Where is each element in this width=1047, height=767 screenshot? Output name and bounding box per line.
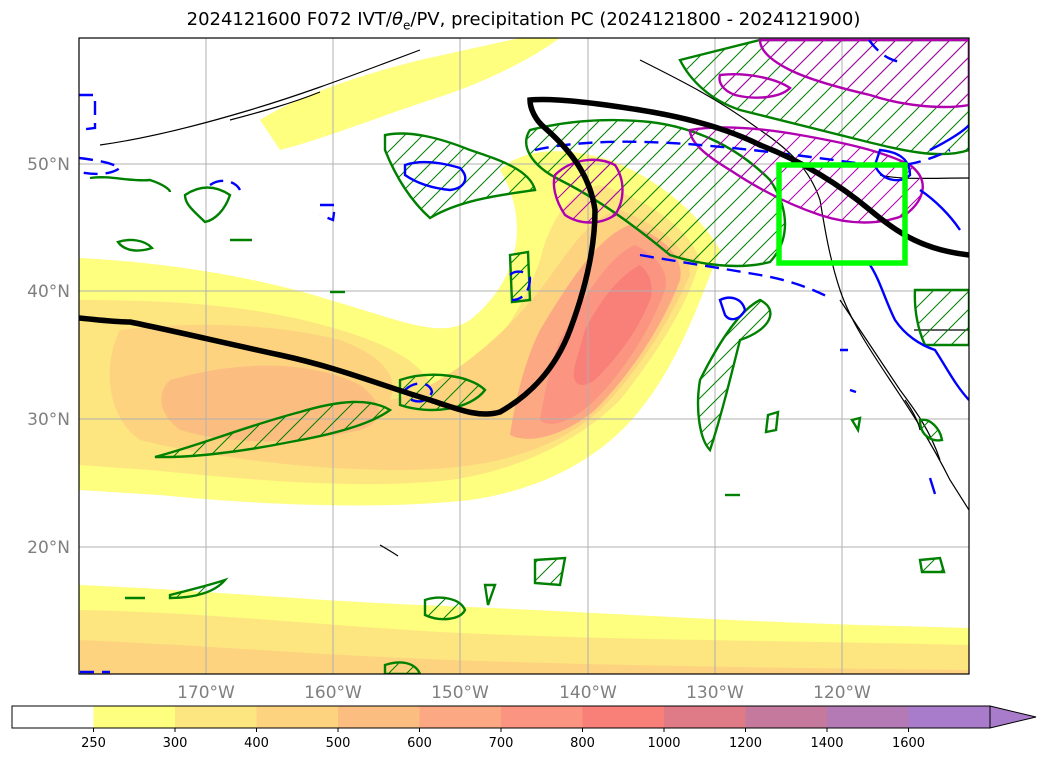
colorbar-segment [175,706,257,728]
colorbar-tick-label: 400 [244,736,269,751]
colorbar-tick-label: 1400 [810,736,843,751]
colorbar-segment [93,706,176,728]
colorbar-tick-label: 600 [407,736,432,751]
title-theta: θ [391,9,403,30]
lon-label-170w: 170°W [177,683,235,703]
lat-label-30: 30°N [27,410,70,430]
colorbar-tick-label: 250 [81,736,106,751]
lon-label-130w: 130°W [686,683,744,703]
thick-black-line [79,96,969,417]
colorbar-extend-arrow [989,705,1037,729]
pv-contours [79,39,969,674]
colorbar-segment [827,706,909,728]
colorbar-segment [338,706,420,728]
lon-label-160w: 160°W [304,683,362,703]
lon-label-140w: 140°W [559,683,617,703]
map-area [79,38,969,674]
colorbar-segment [582,706,665,728]
theta-contours [552,38,969,224]
ivt-north-band [260,38,560,150]
title-suffix: /PV, precipitation PC (2024121800 - 2024… [410,9,861,30]
colorbar-tick-label: 1600 [892,736,925,751]
colorbar-segment [12,706,94,728]
colorbar-tick-label: 1000 [647,736,680,751]
colorbar-tick-label: 300 [163,736,188,751]
ivt-south-400 [79,640,969,674]
title-prefix: 2024121600 F072 IVT/ [186,9,392,30]
colorbar-tick-label: 500 [326,736,351,751]
colorbar-tick-label: 700 [489,736,514,751]
lat-label-40: 40°N [27,282,70,302]
lat-label-20: 20°N [27,538,70,558]
colorbar-segment [745,706,828,728]
map-frame [78,37,970,675]
map-title: 2024121600 F072 IVT/θe/PV, precipitation… [0,9,1047,33]
lat-label-50: 50°N [27,155,70,175]
colorbar-tick-label: 800 [570,736,595,751]
colorbar-tick-label: 1200 [729,736,762,751]
ivt-main-1000 [573,265,652,385]
colorbar-segment [908,706,991,728]
colorbar-segment [419,706,502,728]
colorbar-segment [256,706,339,728]
target-region-box [776,162,908,266]
lat-axis: 50°N 40°N 30°N 20°N [27,155,70,558]
title-theta-sub: e [403,18,411,33]
colorbar: 250 300 400 500 600 700 800 1000 1200 1400 1600 [11,705,1037,751]
colorbar-segment [664,706,746,728]
lon-label-120w: 120°W [813,683,871,703]
lon-label-150w: 150°W [431,683,489,703]
lon-axis: 170°W 160°W 150°W 140°W 130°W 120°W [177,683,871,703]
precip-contours-open [89,176,862,606]
colorbar-segment [501,706,583,728]
